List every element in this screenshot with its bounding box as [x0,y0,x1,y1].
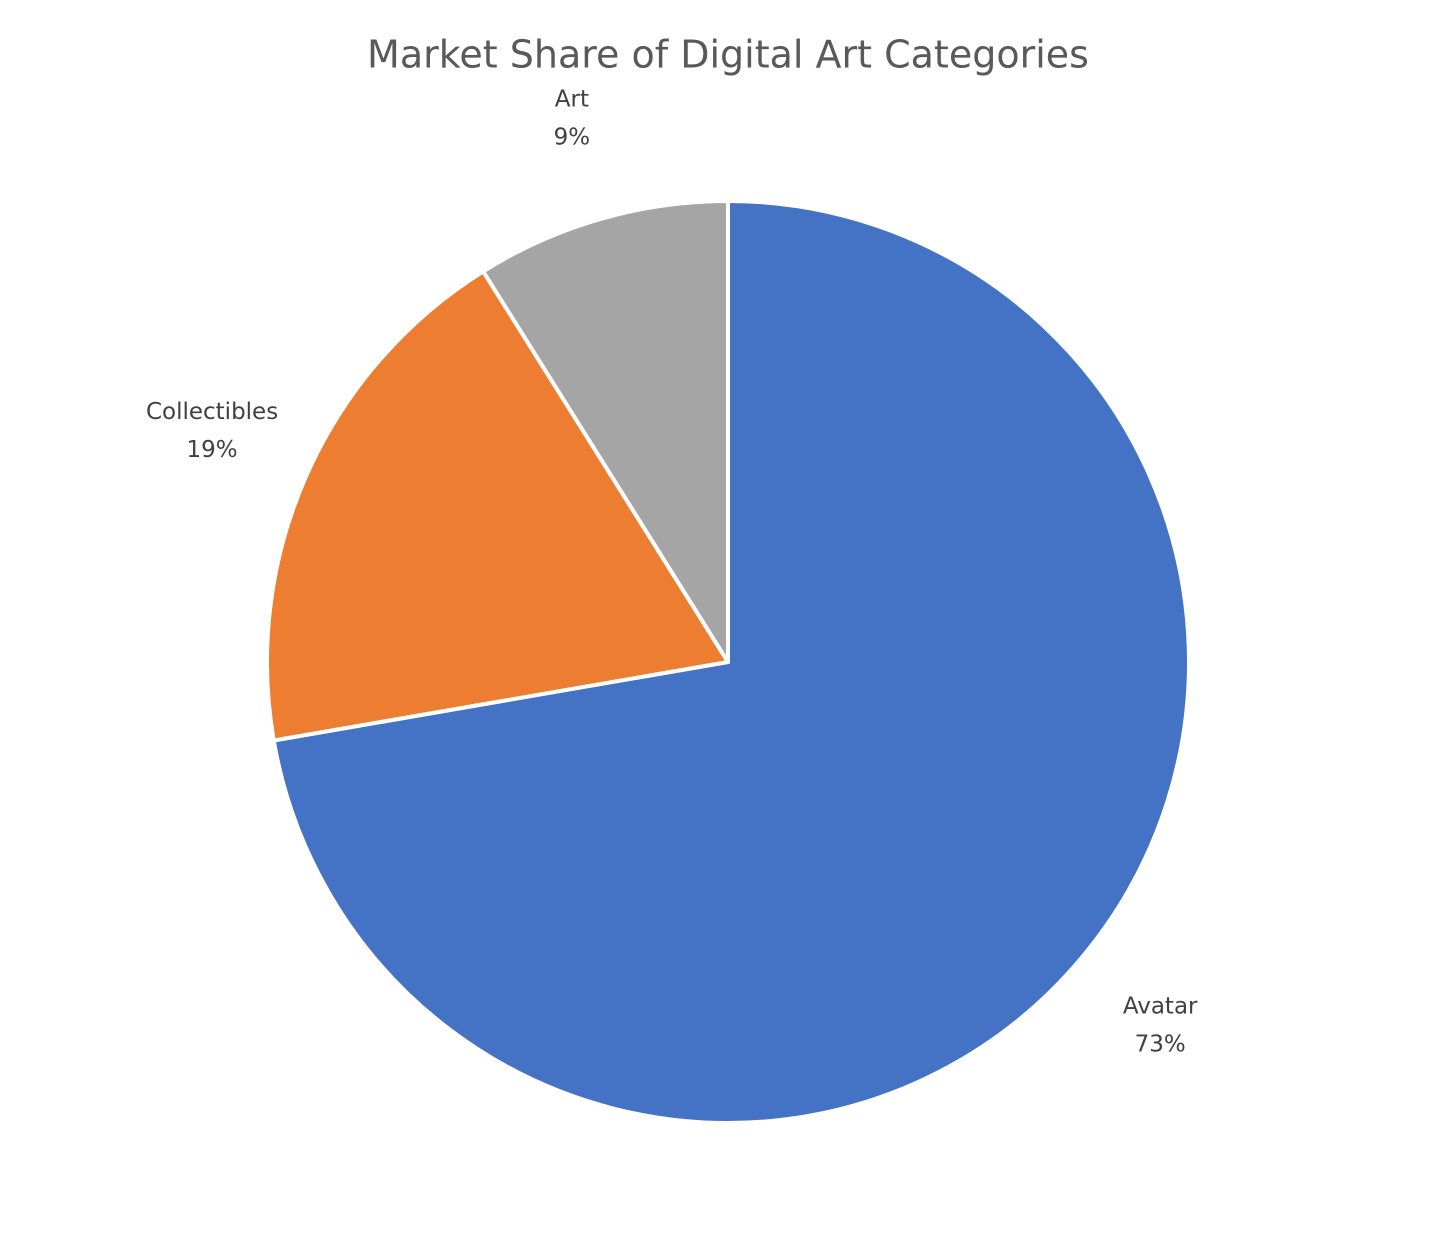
pie-slice [265,269,730,743]
pie-slice [271,199,1191,1125]
slice-label: Collectibles [146,399,278,425]
slice-label: Art [555,86,589,112]
chart-title: Market Share of Digital Art Categories [367,33,1089,77]
slice-value-label: 19% [187,437,238,463]
slice-label: Avatar [1123,993,1198,1019]
pie-slice [481,199,730,664]
slice-value-label: 73% [1135,1031,1186,1057]
slice-value-label: 9% [554,124,591,150]
